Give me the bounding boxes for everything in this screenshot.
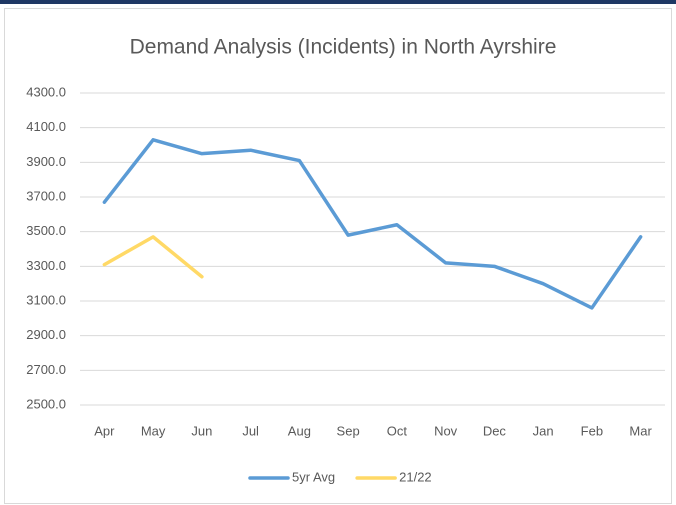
y-tick-label: 3900.0 xyxy=(26,154,66,169)
legend-label: 5yr Avg xyxy=(292,469,335,484)
y-tick-label: 3700.0 xyxy=(26,188,66,203)
y-tick-label: 4300.0 xyxy=(26,84,66,99)
x-tick-label: Oct xyxy=(387,423,408,438)
y-tick-label: 3500.0 xyxy=(26,223,66,238)
x-tick-label: Jun xyxy=(191,423,212,438)
x-tick-label: Mar xyxy=(629,423,652,438)
x-tick-label: Apr xyxy=(94,423,115,438)
y-tick-label: 3100.0 xyxy=(26,292,66,307)
y-tick-label: 2900.0 xyxy=(26,327,66,342)
x-tick-label: May xyxy=(141,423,166,438)
y-tick-label: 3300.0 xyxy=(26,258,66,273)
chart-title: Demand Analysis (Incidents) in North Ayr… xyxy=(130,36,557,59)
y-tick-label: 4100.0 xyxy=(26,119,66,134)
series-line xyxy=(102,235,204,279)
series-line xyxy=(102,138,643,310)
x-tick-label: Dec xyxy=(483,423,507,438)
top-bar xyxy=(0,0,676,4)
x-tick-label: Feb xyxy=(581,423,603,438)
x-tick-label: Sep xyxy=(337,423,360,438)
y-tick-label: 2500.0 xyxy=(26,396,66,411)
x-tick-label: Aug xyxy=(288,423,311,438)
y-tick-label: 2700.0 xyxy=(26,362,66,377)
x-tick-label: Jan xyxy=(533,423,554,438)
x-tick-label: Nov xyxy=(434,423,458,438)
x-tick-label: Jul xyxy=(242,423,259,438)
legend-label: 21/22 xyxy=(399,469,432,484)
chart-border xyxy=(4,8,672,504)
